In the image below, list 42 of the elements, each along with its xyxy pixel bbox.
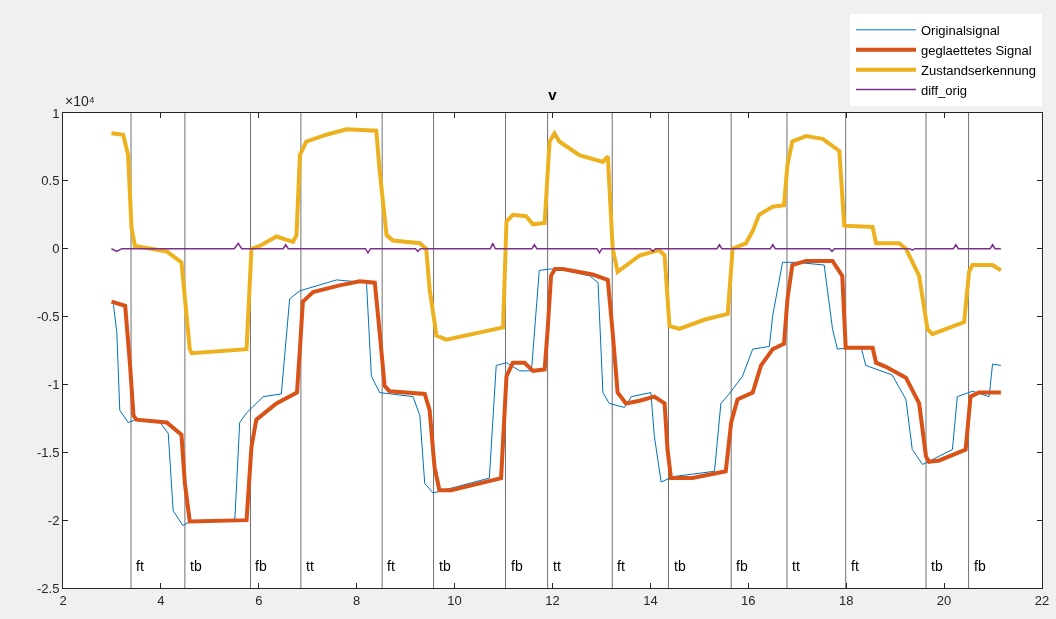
- ref-line-label: tb: [674, 558, 686, 574]
- x-tick-label: 8: [353, 592, 361, 608]
- ref-line-label: tb: [190, 558, 202, 574]
- x-tick-label: 16: [741, 592, 756, 608]
- x-tick-label: 20: [936, 592, 952, 608]
- y-tick-label: -0.5: [36, 309, 60, 325]
- x-tick-label: 14: [643, 592, 658, 608]
- x-tick-label: 10: [447, 592, 462, 608]
- legend-label: Originalsignal: [921, 22, 1000, 38]
- y-tick-label: 0: [52, 241, 60, 257]
- ref-line-label: fb: [511, 558, 523, 574]
- text: ×10⁴: [65, 93, 95, 109]
- ref-line-label: ft: [617, 558, 625, 574]
- ref-line-label: ft: [136, 558, 144, 574]
- ref-line-label: fb: [255, 558, 267, 574]
- line-series: [109, 127, 1003, 356]
- ref-line-label: ft: [387, 558, 395, 574]
- x-tick-label: 12: [545, 592, 560, 608]
- y-tick-label: 1: [52, 105, 60, 121]
- x-tick-label: 18: [838, 592, 854, 608]
- line-series: [110, 242, 1002, 254]
- x-tick-label: 22: [1034, 592, 1050, 608]
- x-tick-label: 6: [255, 592, 263, 608]
- ref-line-label: tb: [439, 558, 451, 574]
- ref-line-label: tt: [792, 558, 800, 574]
- x-tick-label: 2: [59, 592, 67, 608]
- ref-line-label: fb: [974, 558, 986, 574]
- x-tick-label: 4: [157, 592, 165, 608]
- y-tick-label: -1: [47, 376, 60, 392]
- y-tick-label: -2: [47, 512, 60, 528]
- chart-title: v: [548, 86, 558, 103]
- legend-label: geglaettetes Signal: [921, 42, 1032, 58]
- ref-line-label: tt: [553, 558, 561, 574]
- y-tick-label: 0.5: [41, 173, 60, 189]
- legend-label: diff_orig: [921, 82, 968, 98]
- ref-line-label: fb: [736, 558, 748, 574]
- y-tick-label: -2.5: [36, 580, 60, 596]
- ref-line-label: tt: [306, 558, 314, 574]
- ref-line-label: ft: [851, 558, 859, 574]
- y-tick-label: -1.5: [36, 444, 60, 460]
- ref-line-label: tb: [931, 558, 943, 574]
- legend-label: Zustandserkennung: [921, 62, 1036, 78]
